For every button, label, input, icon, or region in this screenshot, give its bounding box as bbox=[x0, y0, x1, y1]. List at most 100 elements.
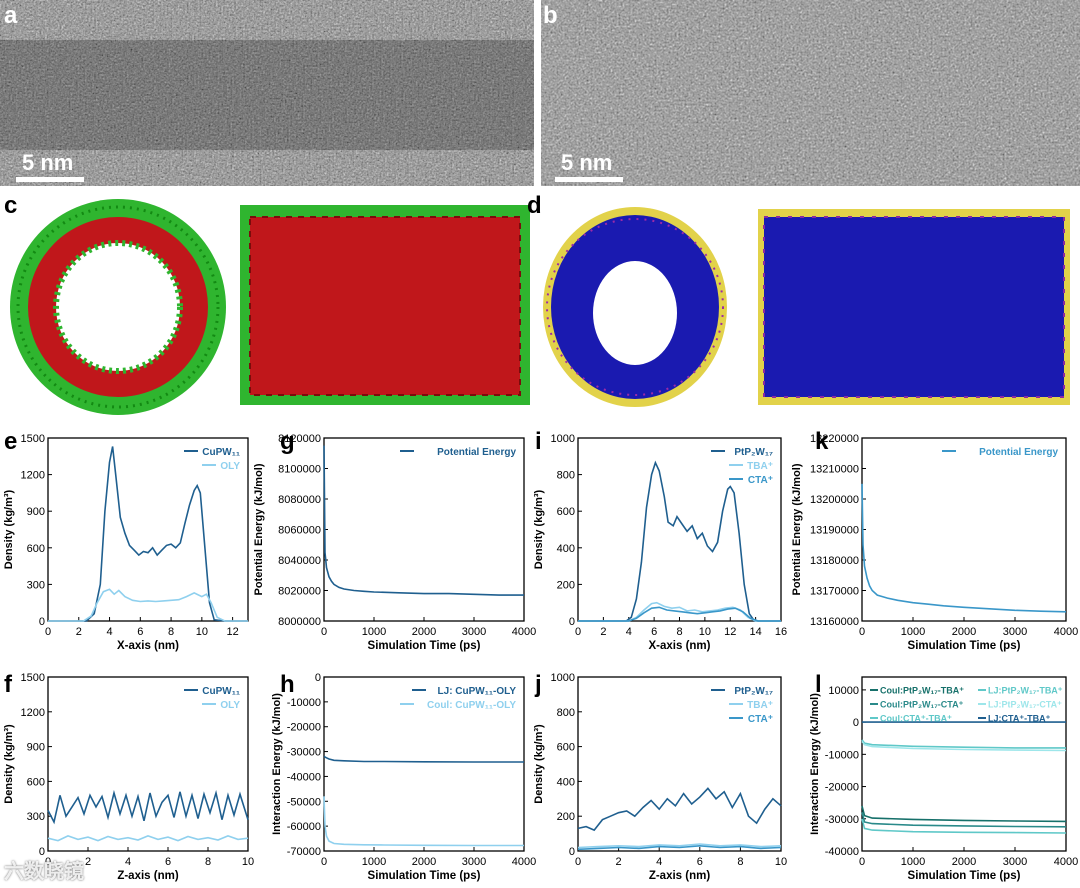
legend-label: TBA⁺ bbox=[747, 700, 773, 711]
y-tick-label: 8080000 bbox=[278, 494, 321, 506]
panel-letter-k: k bbox=[815, 428, 829, 455]
series-line-3 bbox=[861, 812, 1067, 828]
x-tick-label: 4 bbox=[106, 626, 112, 638]
legend-label: CuPW₁₁ bbox=[202, 447, 240, 458]
plot-frame bbox=[861, 437, 1067, 622]
y-axis-label: Density (kg/m³) bbox=[3, 489, 15, 569]
y-axis-label: Potential Energy (kJ/mol) bbox=[791, 463, 803, 595]
y-axis-label: Interaction Energy (kJ/mol) bbox=[809, 693, 821, 835]
legend-label: PtP₂W₁₇ bbox=[734, 447, 773, 458]
chart-e: e 0 2 4 6 8 10 12 0 300 600 900 1200 1500 X-axis (nm) D… bbox=[3, 428, 249, 652]
y-tick-label: 8020000 bbox=[278, 586, 321, 598]
x-tick-label: 0 bbox=[45, 856, 51, 868]
panel-letter-a: a bbox=[4, 2, 18, 29]
x-tick-label: 12 bbox=[226, 626, 238, 638]
x-tick-label: 1000 bbox=[901, 856, 925, 868]
x-tick-label: 12 bbox=[724, 626, 736, 638]
x-tick-label: 10 bbox=[196, 626, 208, 638]
x-tick-label: 6 bbox=[165, 856, 171, 868]
series-line-2 bbox=[48, 588, 248, 622]
x-axis-label: Z-axis (nm) bbox=[649, 870, 711, 882]
series-line-2 bbox=[47, 835, 249, 842]
x-tick-label: 1000 bbox=[362, 626, 386, 638]
molecular-render-c bbox=[10, 199, 530, 415]
series-line-1 bbox=[323, 445, 524, 596]
y-tick-label: 0 bbox=[569, 616, 575, 628]
legend-label: Coul:PtP₂W₁₇-CTA⁺ bbox=[880, 700, 964, 710]
x-tick-label: 1000 bbox=[362, 856, 386, 868]
y-tick-label: -50000 bbox=[287, 796, 321, 808]
ring-structure-c bbox=[10, 199, 226, 415]
series-line-1 bbox=[578, 460, 781, 622]
y-tick-label: -20000 bbox=[287, 722, 321, 734]
y-tick-label: 0 bbox=[569, 846, 575, 858]
y-tick-label: 13170000 bbox=[810, 586, 859, 598]
y-tick-label: 600 bbox=[27, 776, 45, 788]
x-tick-label: 0 bbox=[859, 856, 865, 868]
x-tick-label: 2 bbox=[600, 626, 606, 638]
series-line-2 bbox=[861, 739, 1066, 749]
y-tick-label: 600 bbox=[557, 742, 575, 754]
series-line-1 bbox=[577, 787, 782, 832]
legend-label: Potential Energy bbox=[437, 447, 516, 458]
x-tick-label: 0 bbox=[321, 856, 327, 868]
y-tick-label: -30000 bbox=[287, 747, 321, 759]
watermark-text: 六数晓镜 bbox=[4, 861, 84, 883]
chart-h: h 0 1000 2000 3000 4000 0 -10000 -20000 -30000 -40… bbox=[271, 671, 536, 882]
series-line-1 bbox=[861, 805, 1067, 823]
series-line-2 bbox=[577, 843, 782, 849]
tem-image-b: b 5 nm bbox=[541, 0, 1080, 186]
y-tick-label: 900 bbox=[27, 506, 45, 518]
x-tick-label: 3000 bbox=[462, 626, 486, 638]
chart-j: j 0 2 4 6 8 10 0 200 400 600 800 1000 Z-axis (nm) Dens… bbox=[533, 671, 787, 882]
x-tick-label: 8 bbox=[737, 856, 743, 868]
legend-label: CTA⁺ bbox=[748, 714, 773, 725]
x-axis-label: Z-axis (nm) bbox=[117, 870, 179, 882]
y-tick-label: 1000 bbox=[551, 672, 575, 684]
y-tick-label: 800 bbox=[557, 470, 575, 482]
x-tick-label: 4000 bbox=[1054, 856, 1078, 868]
y-tick-label: 1000 bbox=[551, 433, 575, 445]
y-tick-label: 200 bbox=[557, 811, 575, 823]
x-tick-label: 10 bbox=[699, 626, 711, 638]
x-tick-label: 8 bbox=[676, 626, 682, 638]
panel-letter-j: j bbox=[534, 671, 542, 698]
panel-letter-e: e bbox=[4, 428, 17, 455]
legend-label: PtP₂W₁₇ bbox=[734, 686, 773, 697]
y-tick-label: -10000 bbox=[287, 697, 321, 709]
x-tick-label: 3000 bbox=[1003, 856, 1027, 868]
y-tick-label: 1200 bbox=[21, 470, 45, 482]
x-tick-label: 8 bbox=[168, 626, 174, 638]
x-tick-label: 4 bbox=[125, 856, 131, 868]
x-tick-label: 2 bbox=[85, 856, 91, 868]
x-tick-label: 0 bbox=[859, 626, 865, 638]
series-line-1 bbox=[48, 446, 248, 622]
y-axis-label: Density (kg/m³) bbox=[3, 724, 15, 804]
y-tick-label: 1500 bbox=[21, 672, 45, 684]
y-tick-label: 13220000 bbox=[810, 433, 859, 445]
chart-g: g 0 1000 2000 3000 4000 8000000 8020000 8040000 8… bbox=[253, 428, 536, 652]
chart-i: i 0 2 4 6 8 10 12 14 16 0 200 400 600 800 1000 X-axis (n… bbox=[533, 428, 787, 652]
series-line-2 bbox=[323, 796, 524, 847]
y-tick-label: 0 bbox=[39, 616, 45, 628]
ring-structure-d bbox=[543, 207, 727, 407]
panel-letter-b: b bbox=[543, 2, 558, 29]
y-tick-label: 800 bbox=[557, 707, 575, 719]
x-axis-label: Simulation Time (ps) bbox=[908, 640, 1021, 652]
x-tick-label: 16 bbox=[775, 626, 787, 638]
x-axis-label: Simulation Time (ps) bbox=[908, 870, 1021, 882]
y-tick-label: 8000000 bbox=[278, 616, 321, 628]
y-tick-label: 13210000 bbox=[810, 464, 859, 476]
tem-image-a: a 5 nm bbox=[0, 0, 534, 186]
legend-label: Coul: CuPW₁₁-OLY bbox=[427, 700, 516, 711]
tube-side-d bbox=[758, 209, 1070, 405]
chart-l: l 0 1000 2000 3000 4000 10000 0 -10000 -20000 -300… bbox=[809, 671, 1078, 882]
x-tick-label: 8 bbox=[205, 856, 211, 868]
molecular-render-d bbox=[543, 207, 1070, 407]
y-axis-label: Density (kg/m³) bbox=[533, 724, 545, 804]
x-tick-label: 0 bbox=[321, 626, 327, 638]
y-axis-label: Density (kg/m³) bbox=[533, 489, 545, 569]
y-tick-label: 13160000 bbox=[810, 616, 859, 628]
series-line-1 bbox=[47, 789, 249, 825]
x-tick-label: 6 bbox=[697, 856, 703, 868]
